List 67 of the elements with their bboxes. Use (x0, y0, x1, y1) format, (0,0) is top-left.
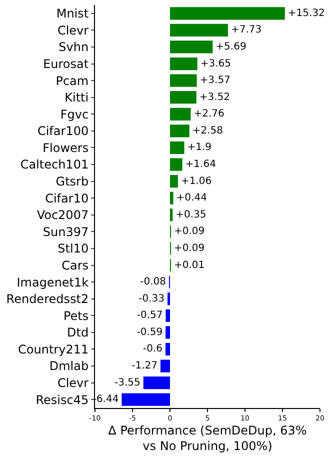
y-tick-label: Fgvc (60, 107, 89, 122)
data-label: -0.08 (140, 276, 166, 288)
bar (170, 141, 184, 154)
y-tick-label: Sun397 (42, 224, 89, 239)
y-tick-label: Clevr (57, 376, 89, 390)
y-tick-label: Mnist (56, 6, 89, 21)
bar (122, 393, 170, 406)
bar (170, 108, 191, 120)
y-tick-label: Flowers (42, 140, 89, 155)
data-label: +2.76 (194, 108, 224, 120)
data-label: +1.64 (185, 159, 216, 170)
y-tick-label: Pets (63, 308, 89, 323)
y-tick-label: Cifar10 (45, 191, 89, 206)
y-tick-label: Pcam (56, 74, 89, 88)
bar (170, 124, 190, 138)
y-tick-label: Cifar100 (37, 124, 89, 138)
data-label: +0.35 (176, 209, 206, 220)
bar (166, 326, 170, 339)
bar (143, 376, 170, 390)
bar (166, 309, 170, 322)
bar (170, 208, 173, 222)
data-label: +7.73 (230, 24, 262, 36)
y-tick-label: Country211 (18, 342, 89, 356)
bar (170, 175, 178, 188)
y-tick-label: Caltech101 (20, 158, 89, 172)
y-tick-label: Cars (62, 258, 89, 272)
y-tick-label: Svhn (58, 40, 89, 54)
data-label: -0.57 (136, 310, 163, 322)
data-label: +0.09 (174, 242, 205, 254)
data-label: +5.69 (216, 41, 246, 52)
y-tick-label: Clevr (57, 23, 89, 38)
data-label: +3.57 (200, 75, 230, 86)
data-label: +0.09 (174, 226, 205, 238)
y-tick-label: Dtd (67, 326, 89, 340)
y-tick-label: Kitti (64, 90, 89, 105)
data-label: -0.59 (136, 326, 163, 338)
x-axis-title: Δ Performance (SemDeDup, 63% vs No Pruning, 100%) (108, 423, 307, 453)
data-label: +0.01 (174, 260, 205, 271)
bar (170, 57, 198, 70)
data-label: -0.6 (142, 344, 162, 355)
y-tick-label: Imagenet1k (16, 275, 89, 290)
bar (160, 360, 170, 372)
data-label: +0.44 (176, 192, 207, 204)
data-label: +1.06 (180, 176, 212, 187)
y-tick-label: Voc2007 (36, 208, 89, 222)
bar (170, 7, 285, 20)
data-label: +3.52 (199, 92, 230, 103)
bar (170, 74, 197, 87)
data-label: +15.32 (288, 8, 325, 19)
bar (166, 342, 170, 356)
bar (170, 158, 182, 171)
data-label: -0.33 (138, 293, 165, 304)
y-tick-label: Renderedsst2 (6, 292, 89, 306)
bar (170, 91, 196, 104)
bar (170, 40, 213, 54)
y-tick-label: Eurosat (43, 56, 89, 71)
y-tick-label: Gtsrb (56, 174, 89, 189)
y-tick-label: Dmlab (49, 359, 89, 374)
y-tick-label: Resisc45 (36, 392, 89, 407)
y-tick-label: Stl10 (58, 242, 89, 256)
bar (170, 192, 174, 204)
data-label: +3.65 (200, 58, 232, 70)
bar (170, 24, 228, 36)
data-label: +2.58 (192, 125, 224, 136)
data-label: -1.27 (132, 360, 158, 372)
data-label: -3.55 (114, 377, 140, 388)
data-label: +1.9 (187, 142, 212, 154)
